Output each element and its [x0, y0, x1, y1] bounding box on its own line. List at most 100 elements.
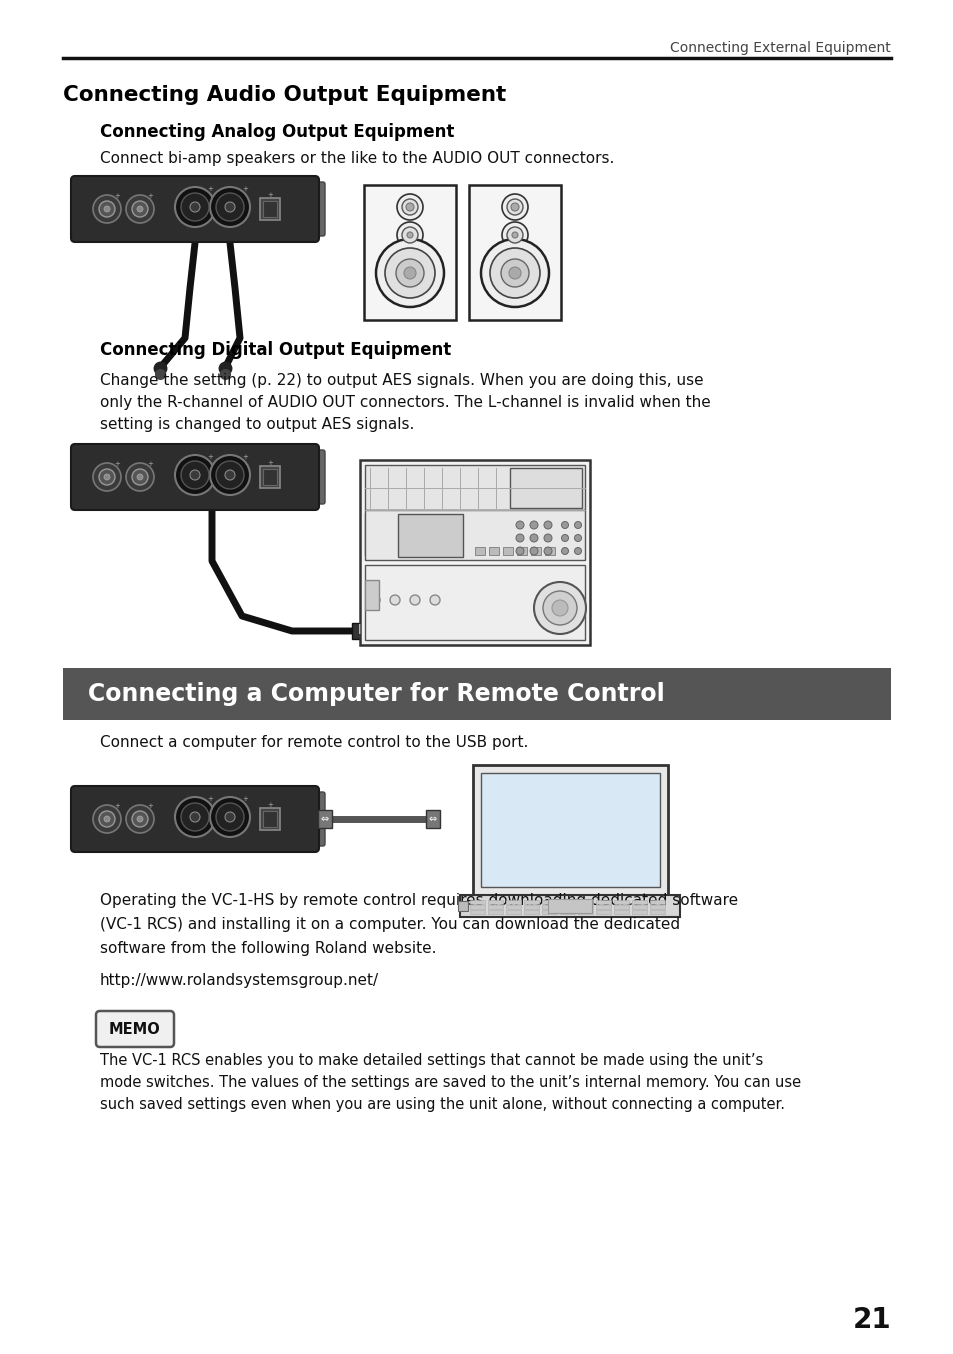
Text: Connect a computer for remote control to the USB port.: Connect a computer for remote control to…: [100, 734, 528, 750]
Circle shape: [137, 206, 143, 213]
Circle shape: [181, 194, 209, 221]
Circle shape: [210, 187, 250, 227]
Text: +: +: [114, 194, 120, 199]
Circle shape: [174, 455, 214, 496]
Circle shape: [370, 594, 379, 605]
Circle shape: [104, 206, 110, 213]
Text: l: l: [358, 624, 361, 638]
Bar: [596, 904, 610, 909]
Circle shape: [181, 460, 209, 489]
Circle shape: [104, 474, 110, 481]
Bar: [505, 904, 520, 909]
Circle shape: [534, 582, 585, 634]
Bar: [614, 910, 628, 914]
Text: Connecting External Equipment: Connecting External Equipment: [670, 41, 890, 56]
Text: Operating the VC-1-HS by remote control requires downloading dedicated software: Operating the VC-1-HS by remote control …: [100, 892, 738, 907]
Circle shape: [225, 470, 234, 481]
Text: +: +: [114, 803, 120, 808]
FancyBboxPatch shape: [303, 181, 325, 236]
Bar: [596, 910, 610, 914]
FancyBboxPatch shape: [303, 450, 325, 504]
Circle shape: [574, 535, 581, 542]
Bar: [578, 900, 593, 904]
Text: Change the setting (p. 22) to output AES signals. When you are doing this, use: Change the setting (p. 22) to output AES…: [100, 372, 703, 387]
Bar: [317, 810, 332, 829]
Circle shape: [92, 463, 121, 492]
FancyBboxPatch shape: [303, 792, 325, 846]
Bar: [457, 900, 468, 911]
Circle shape: [375, 240, 443, 307]
Bar: [649, 904, 664, 909]
Circle shape: [126, 463, 153, 492]
Bar: [263, 200, 276, 217]
Bar: [517, 547, 526, 555]
Bar: [614, 904, 628, 909]
Bar: [649, 900, 664, 904]
Text: setting is changed to output AES signals.: setting is changed to output AES signals…: [100, 417, 414, 432]
Circle shape: [516, 533, 523, 542]
Text: +: +: [242, 454, 248, 460]
Circle shape: [190, 470, 200, 481]
Bar: [459, 895, 679, 917]
Bar: [364, 185, 456, 320]
Bar: [559, 904, 575, 909]
Bar: [523, 910, 538, 914]
Text: Connecting Audio Output Equipment: Connecting Audio Output Equipment: [63, 85, 506, 106]
Bar: [631, 900, 646, 904]
Circle shape: [92, 195, 121, 223]
Circle shape: [174, 798, 214, 837]
Bar: [488, 900, 502, 904]
Circle shape: [574, 547, 581, 555]
Bar: [523, 904, 538, 909]
Circle shape: [396, 222, 422, 248]
Circle shape: [181, 803, 209, 831]
Circle shape: [99, 468, 115, 485]
Bar: [547, 899, 592, 913]
Circle shape: [512, 232, 517, 238]
Text: such saved settings even when you are using the unit alone, without connecting a: such saved settings even when you are us…: [100, 1097, 784, 1112]
Circle shape: [401, 227, 417, 242]
Circle shape: [210, 798, 250, 837]
Circle shape: [530, 521, 537, 529]
Bar: [488, 904, 502, 909]
Text: 21: 21: [851, 1307, 890, 1334]
Text: software from the following Roland website.: software from the following Roland websi…: [100, 941, 436, 956]
Circle shape: [406, 203, 414, 211]
Circle shape: [396, 194, 422, 219]
Bar: [359, 460, 589, 645]
Text: +: +: [242, 796, 248, 802]
Circle shape: [137, 816, 143, 822]
Bar: [365, 580, 378, 611]
Circle shape: [225, 812, 234, 822]
Text: Connecting Digital Output Equipment: Connecting Digital Output Equipment: [100, 341, 451, 359]
Circle shape: [500, 259, 529, 287]
Circle shape: [174, 187, 214, 227]
Bar: [505, 900, 520, 904]
Circle shape: [215, 194, 244, 221]
Text: Connecting Analog Output Equipment: Connecting Analog Output Equipment: [100, 123, 454, 141]
Text: Connecting a Computer for Remote Control: Connecting a Computer for Remote Control: [88, 682, 664, 705]
Circle shape: [490, 248, 539, 298]
Bar: [541, 900, 557, 904]
Bar: [365, 513, 393, 555]
FancyBboxPatch shape: [96, 1011, 173, 1047]
Text: http://www.rolandsystemsgroup.net/: http://www.rolandsystemsgroup.net/: [100, 972, 378, 987]
Circle shape: [104, 816, 110, 822]
Circle shape: [132, 200, 148, 217]
Circle shape: [92, 806, 121, 833]
Circle shape: [99, 811, 115, 827]
Circle shape: [506, 199, 522, 215]
Bar: [365, 510, 584, 561]
Bar: [541, 910, 557, 914]
Bar: [260, 466, 280, 487]
Text: (VC-1 RCS) and installing it on a computer. You can download the dedicated: (VC-1 RCS) and installing it on a comput…: [100, 917, 679, 932]
Bar: [365, 565, 584, 640]
Circle shape: [401, 199, 417, 215]
Circle shape: [210, 455, 250, 496]
Circle shape: [561, 547, 568, 555]
Bar: [260, 198, 280, 219]
Text: +: +: [207, 185, 213, 192]
Circle shape: [132, 468, 148, 485]
Text: MEMO: MEMO: [109, 1021, 161, 1037]
Bar: [541, 904, 557, 909]
